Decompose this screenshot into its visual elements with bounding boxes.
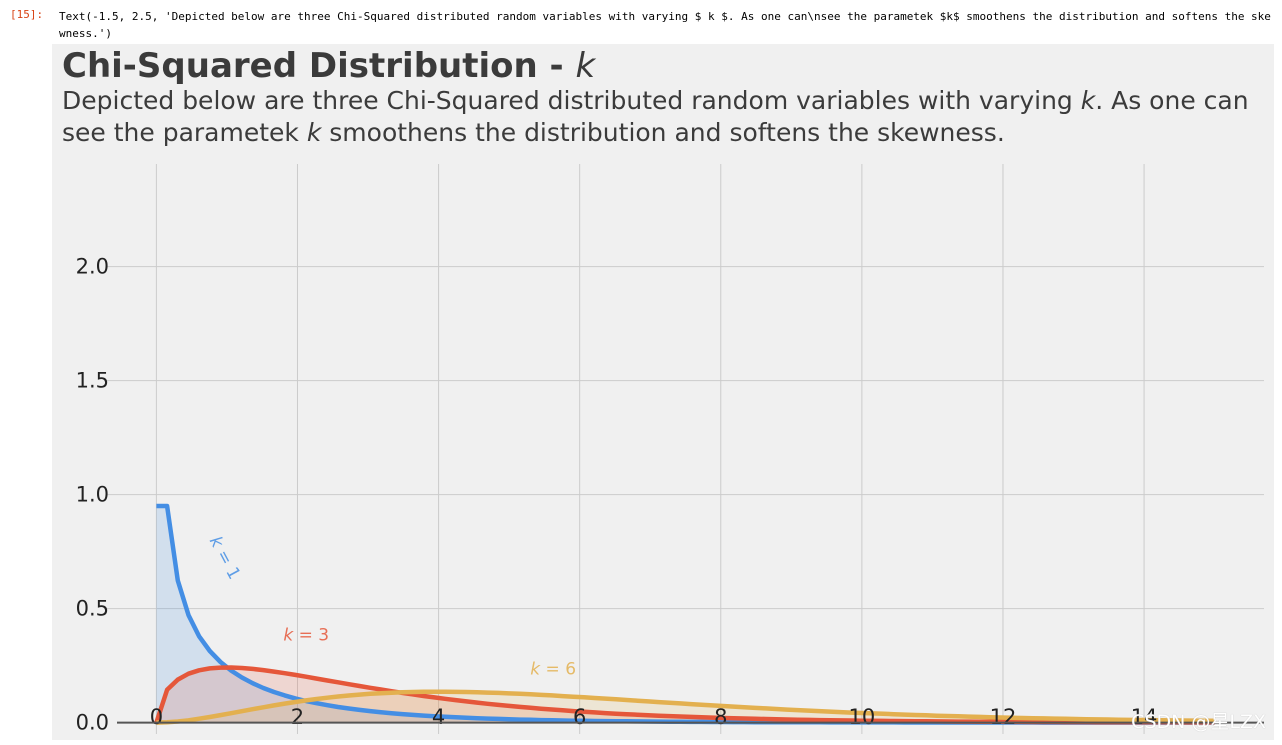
series-fill-k1 <box>156 506 1215 723</box>
series-label-k1: k = 1 <box>205 533 244 583</box>
axis-layer: 0 2 4 6 8 10 12 14 0.0 0.5 1.0 1.5 2.0 <box>76 255 1264 735</box>
cell-output-text: Text(-1.5, 2.5, 'Depicted below are thre… <box>59 10 1271 40</box>
chart-subtitle-line-1: Depicted below are three Chi-Squared dis… <box>62 86 1249 115</box>
x-tick-label: 4 <box>432 705 445 729</box>
y-tick-label: 2.0 <box>76 255 109 279</box>
fill-layer <box>156 506 1215 723</box>
y-tick-label: 0.0 <box>76 711 109 735</box>
chart-figure: Chi-Squared Distribution - k Depicted be… <box>52 44 1274 740</box>
watermark: CSDN @星LZX <box>1131 711 1266 733</box>
chart-title: Chi-Squared Distribution - k <box>62 46 597 86</box>
x-tick-label: 6 <box>573 705 586 729</box>
y-tick-label: 1.5 <box>76 369 109 393</box>
x-tick-label: 8 <box>714 705 727 729</box>
cell-prompt: [15]: <box>10 8 44 21</box>
label-layer: k = 1 k = 3 k = 6 <box>205 533 576 680</box>
series-line-k6 <box>156 689 1215 725</box>
x-tick-label: 14 <box>1131 705 1158 729</box>
series-label-k3: k = 3 <box>283 626 329 646</box>
y-tick-label: 0.5 <box>76 597 109 621</box>
grid-layer <box>107 164 1264 734</box>
x-tick-label: 0 <box>150 705 163 729</box>
chi-squared-chart: Chi-Squared Distribution - k Depicted be… <box>62 46 1264 735</box>
x-tick-label: 10 <box>849 705 876 729</box>
x-tick-label: 12 <box>990 705 1017 729</box>
y-tick-label: 1.0 <box>76 483 109 507</box>
series-fill-k3 <box>156 667 1215 723</box>
chart-subtitle-line-2: see the parametek k smoothens the distri… <box>62 118 1005 147</box>
x-tick-label: 2 <box>291 705 304 729</box>
series-label-k6: k = 6 <box>530 660 576 680</box>
